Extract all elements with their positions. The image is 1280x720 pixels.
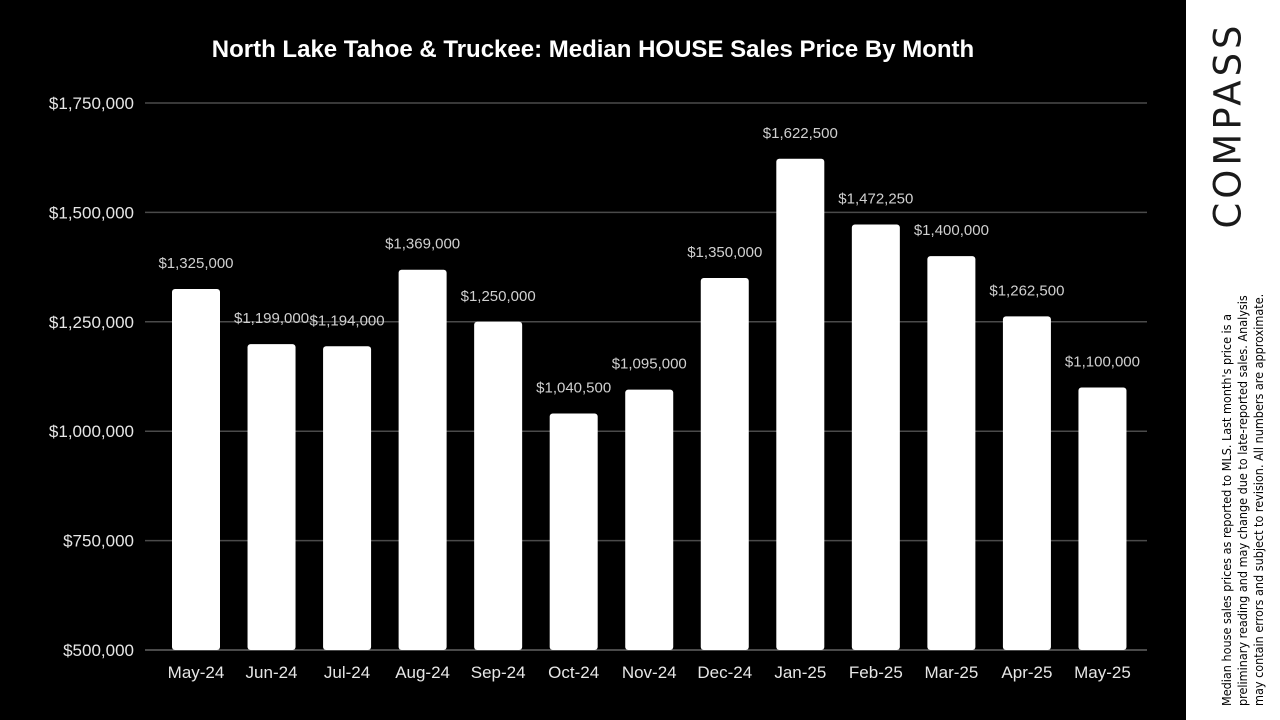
bar: [474, 321, 523, 650]
data-label: $1,100,000: [1065, 353, 1140, 370]
x-tick-label: May-24: [168, 663, 225, 682]
y-tick-label: $1,000,000: [49, 422, 134, 441]
data-label: $1,040,500: [536, 379, 611, 396]
data-label: $1,262,500: [989, 282, 1064, 299]
bar: [851, 224, 900, 650]
brand-strip: [1186, 0, 1280, 720]
data-labels: $1,325,000 $1,199,000 $1,194,000 $1,369,000…: [158, 125, 1140, 397]
data-label: $1,350,000: [687, 244, 762, 261]
y-tick-label: $1,500,000: [49, 203, 134, 222]
y-tick-label: $750,000: [63, 532, 134, 551]
bar: [1078, 387, 1127, 650]
bar-chart: $500,000 $750,000 $1,000,000 $1,250,000 $1,5…: [49, 94, 1147, 682]
y-tick-label: $1,250,000: [49, 313, 134, 332]
chart-panel: North Lake Tahoe & Truckee: Median HOUSE…: [0, 0, 1186, 720]
x-tick-label: Feb-25: [849, 663, 903, 682]
bar: [247, 344, 296, 650]
x-tick-label: Sep-24: [471, 663, 526, 682]
disclaimer-text: Median house sales prices as reported to…: [1219, 293, 1266, 706]
x-tick-label: Aug-24: [395, 663, 450, 682]
x-tick-label: Oct-24: [548, 663, 599, 682]
bar: [323, 346, 372, 650]
data-label: $1,250,000: [461, 288, 536, 305]
y-tick-label: $1,750,000: [49, 94, 134, 113]
data-label: $1,622,500: [763, 125, 838, 142]
data-label: $1,199,000: [234, 310, 309, 327]
bar: [927, 256, 976, 650]
bar: [398, 269, 447, 650]
data-label: $1,194,000: [310, 312, 385, 329]
bar: [172, 288, 220, 650]
compass-logo: COMPASS: [1206, 21, 1250, 229]
data-label: $1,325,000: [158, 255, 233, 272]
x-tick-label: Jan-25: [774, 663, 826, 682]
x-tick-label: Jul-24: [324, 663, 370, 682]
data-label: $1,369,000: [385, 236, 460, 253]
bar: [625, 389, 674, 650]
x-tick-label: Jun-24: [246, 663, 298, 682]
x-tick-label: May-25: [1074, 663, 1131, 682]
bars: [172, 158, 1127, 650]
bar: [776, 158, 825, 650]
chart-title: North Lake Tahoe & Truckee: Median HOUSE…: [211, 36, 975, 63]
y-axis-ticks: $500,000 $750,000 $1,000,000 $1,250,000 $1,5…: [49, 94, 134, 660]
x-tick-label: Apr-25: [1001, 663, 1052, 682]
data-label: $1,400,000: [914, 222, 989, 239]
bar: [1002, 316, 1051, 650]
bar: [549, 413, 598, 650]
x-tick-label: Nov-24: [622, 663, 677, 682]
data-label: $1,472,250: [838, 191, 913, 208]
data-label: $1,095,000: [612, 356, 687, 373]
x-tick-label: Mar-25: [924, 663, 978, 682]
x-tick-label: Dec-24: [697, 663, 752, 682]
y-tick-label: $500,000: [63, 641, 134, 660]
bar: [700, 278, 749, 650]
x-axis-ticks: May-24 Jun-24 Jul-24 Aug-24 Sep-24 Oct-24 Nov-…: [168, 663, 1131, 682]
